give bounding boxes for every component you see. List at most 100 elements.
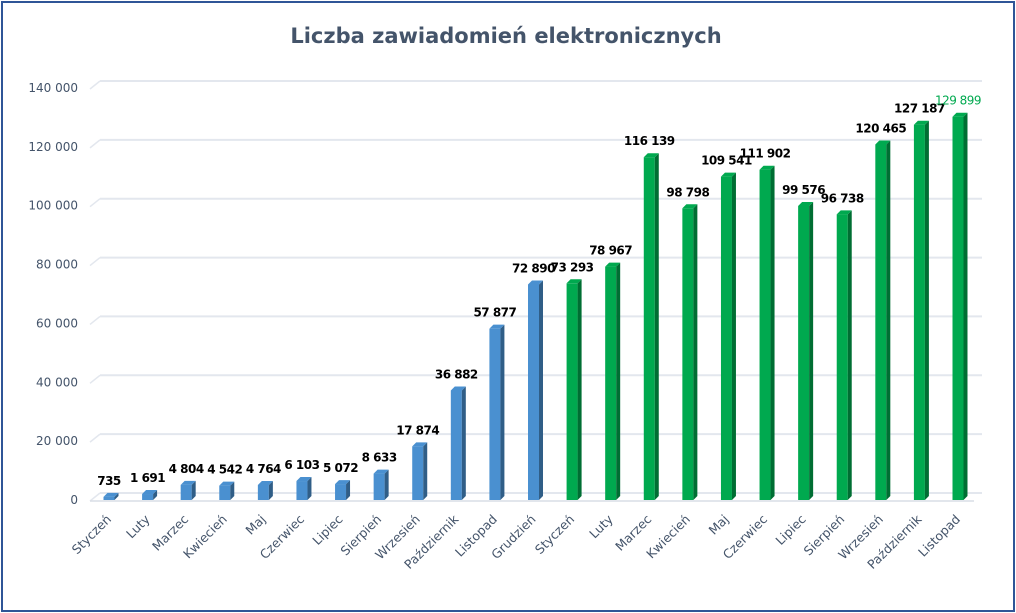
data-label: 78 967	[589, 244, 632, 258]
bar-top	[682, 204, 698, 209]
data-label: 129 899	[935, 94, 981, 108]
bar-top	[142, 490, 158, 495]
x-tick-label: Listopad	[915, 512, 963, 560]
data-label: 73 293	[551, 260, 594, 274]
data-label: 109 541	[701, 154, 752, 168]
gridline-depth	[89, 433, 101, 443]
data-label: 116 139	[624, 134, 675, 148]
bar	[450, 390, 462, 500]
bar-side	[500, 324, 505, 500]
data-label: 36 882	[435, 367, 478, 381]
y-tick-label: 40 000	[36, 375, 78, 389]
bar-top	[450, 386, 466, 391]
data-label: 120 465	[855, 121, 906, 135]
bar-top	[836, 210, 852, 215]
x-tick-label: Maj	[705, 512, 731, 538]
x-tick-label: Luty	[586, 511, 616, 541]
y-tick-label: 120 000	[28, 140, 78, 154]
bar-side	[616, 262, 621, 500]
bar-top	[875, 140, 891, 145]
gridline-depth	[89, 139, 101, 149]
bar-side	[384, 469, 389, 500]
y-tick-label: 80 000	[36, 258, 78, 272]
bar-side	[886, 140, 891, 500]
x-tick-label: Lipiec	[309, 511, 345, 547]
bar-side	[963, 112, 968, 500]
bar-top	[759, 165, 775, 170]
bar-top	[798, 201, 814, 206]
bar	[605, 266, 617, 500]
chart-title: Liczba zawiadomień elektronicznych	[290, 24, 721, 48]
data-label: 17 874	[396, 423, 439, 437]
bar	[913, 124, 925, 501]
bar-top	[489, 324, 505, 329]
bar	[103, 496, 115, 500]
data-label: 6 103	[284, 458, 319, 472]
bar-side	[654, 153, 659, 500]
bar	[528, 284, 539, 500]
bar-side	[461, 386, 466, 500]
bar-side	[307, 477, 312, 500]
data-label: 72 890	[512, 261, 555, 275]
bar-top	[412, 442, 428, 447]
bar-top	[373, 469, 389, 474]
bar-top	[103, 492, 119, 497]
bar	[720, 176, 732, 501]
bar	[257, 484, 269, 500]
data-label: 98 798	[666, 185, 709, 199]
bar-top	[643, 153, 659, 158]
data-label: 5 072	[323, 461, 358, 475]
data-label: 4 542	[207, 463, 242, 477]
x-tick-label: Styczeń	[69, 512, 114, 557]
bar-side	[847, 210, 852, 500]
bar-top	[566, 279, 582, 284]
bar-side	[770, 165, 775, 500]
x-tick-label: Luty	[123, 511, 153, 541]
data-label: 4 764	[246, 462, 281, 476]
x-tick-label: Maj	[242, 512, 268, 538]
bar	[836, 214, 848, 500]
bar-side	[924, 120, 929, 501]
bar-side	[268, 480, 273, 500]
bar	[296, 481, 308, 500]
gridline-depth	[89, 492, 101, 502]
bar	[335, 484, 347, 500]
bar-top	[605, 262, 621, 267]
bar	[952, 116, 964, 500]
data-label: 99 576	[782, 183, 825, 197]
y-tick-label: 20 000	[36, 434, 78, 448]
gridline-depth	[89, 374, 101, 384]
bar	[219, 485, 231, 500]
bar-side	[577, 279, 582, 500]
bar-top	[952, 112, 968, 117]
bar	[682, 208, 694, 501]
gridline-depth	[89, 80, 101, 90]
bar-side	[693, 204, 698, 501]
y-tick-label: 140 000	[28, 81, 78, 95]
bar-top	[257, 480, 273, 485]
bar-top	[335, 480, 351, 485]
bar	[180, 484, 192, 500]
bar-side	[346, 480, 351, 500]
bar-side	[809, 201, 814, 501]
bar-top	[180, 480, 196, 485]
x-tick-label: Lipiec	[772, 511, 808, 547]
bar-side	[230, 481, 235, 500]
data-label: 57 877	[473, 306, 516, 320]
y-tick-label: 0	[70, 493, 78, 507]
bar	[373, 473, 385, 500]
bar	[142, 494, 154, 500]
bar	[643, 157, 655, 500]
data-label: 127 187	[894, 102, 945, 116]
gridline-depth	[89, 198, 101, 208]
bar-side	[539, 280, 543, 500]
data-label: 111 902	[740, 147, 791, 161]
data-label: 96 738	[821, 191, 864, 205]
bar-top	[296, 477, 312, 482]
data-label: 735	[97, 474, 121, 488]
bar-side	[423, 442, 428, 500]
bar	[798, 205, 810, 501]
bar-side	[191, 480, 196, 500]
bar-side	[153, 490, 158, 500]
